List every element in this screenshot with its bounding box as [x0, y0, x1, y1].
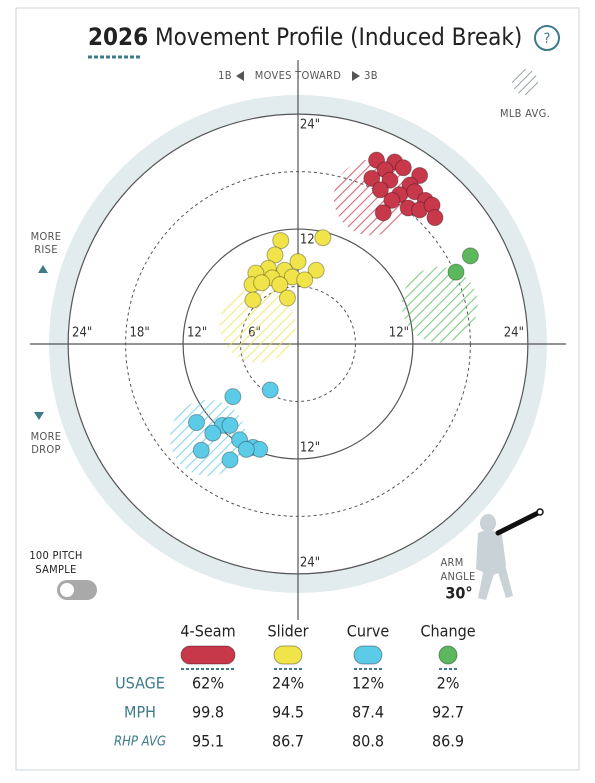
stats-table: 4-Seam Slider Curve Change USAGE 62% 24% 12% 2% M… [114, 622, 476, 751]
pitch-point [237, 440, 255, 458]
toggle-knob[interactable] [60, 583, 74, 597]
pitch-point [261, 381, 279, 399]
pitch-point [374, 204, 392, 222]
cell: 80.8 [352, 732, 384, 751]
cell: 12% [352, 674, 384, 693]
help-button[interactable] [534, 25, 560, 51]
cell: 92.7 [432, 703, 464, 722]
title: 2026 Movement Profile (Induced Break) [88, 23, 522, 51]
mlb-avg-icon [512, 69, 538, 95]
pitch-point [187, 414, 205, 432]
rise-label: RISE [34, 243, 58, 256]
direction-left: 1B [218, 69, 232, 82]
cell: 87.4 [352, 703, 384, 722]
x-tick-label: 18" [129, 326, 149, 341]
title-text: Movement Profile (Induced Break) [155, 23, 522, 51]
pitch-point [296, 271, 314, 289]
x-tick-label: 24" [72, 326, 92, 341]
sample-label: SAMPLE [35, 563, 76, 576]
legend-swatch [273, 645, 303, 665]
pitch-point [266, 246, 284, 264]
legend-swatch [353, 645, 383, 665]
cell: 86.9 [432, 732, 464, 751]
rise-arrow [38, 265, 48, 273]
mlb-avg-label: MLB AVG. [500, 107, 550, 120]
pitch-point [192, 441, 210, 459]
legend-label: Curve [347, 622, 390, 641]
pitch-point [271, 276, 289, 294]
sample-label: 100 PITCH [29, 549, 82, 562]
pitch-point [272, 232, 290, 250]
cell: 2% [437, 674, 460, 693]
title-year: 2026 [88, 23, 148, 51]
ball [536, 508, 544, 516]
x-tick-label: 24" [504, 326, 524, 341]
cell: 62% [192, 674, 224, 693]
pitch-point [426, 209, 444, 227]
pitch-point [461, 247, 479, 265]
legend-swatch [180, 645, 236, 665]
arm-angle: 30° [445, 584, 472, 603]
pitch-point [204, 424, 222, 442]
plot: 24"18"12"6"12"24"24"12"12"24" [30, 60, 566, 620]
pitch-point [224, 388, 242, 406]
pitcher-figure [476, 514, 513, 600]
pitch-point [221, 451, 239, 469]
pitch-point [363, 169, 381, 187]
arrow-right [352, 71, 360, 81]
pitch-point [244, 291, 262, 309]
pitch-point [307, 261, 325, 279]
drop-arrow [34, 412, 44, 420]
pitch-point [406, 183, 424, 201]
mlb-avg-area [401, 266, 478, 343]
x-tick-label: 12" [389, 326, 409, 341]
legend-label: 4-Seam [180, 622, 235, 641]
pitch-point [394, 159, 412, 177]
row-label: USAGE [115, 674, 165, 693]
cell: 86.7 [272, 732, 304, 751]
pitch-point [371, 181, 389, 199]
pitch-point [278, 289, 296, 307]
pitch-point [221, 416, 239, 434]
arm-label: ANGLE [440, 570, 475, 583]
arm-label: ARM [440, 556, 463, 569]
drop-label: DROP [31, 443, 60, 456]
legend-label: Change [420, 622, 475, 641]
mlb-avg-area [219, 286, 296, 363]
pitch-point [314, 229, 332, 247]
pitch-point [383, 191, 401, 209]
row-label: RHP AVG [114, 735, 166, 750]
legend-label: Slider [267, 622, 308, 641]
x-tick-label: 12" [187, 326, 207, 341]
cell: 94.5 [272, 703, 304, 722]
help-icon[interactable]: ? [544, 31, 551, 47]
cell: 24% [272, 674, 304, 693]
cell: 95.1 [192, 732, 224, 751]
pitch-point [447, 263, 465, 281]
pitch-point [253, 274, 271, 292]
y-tick-label: 24" [300, 118, 320, 133]
row-label: MPH [124, 703, 156, 722]
legend-swatch [438, 645, 458, 665]
arrow-left [236, 71, 244, 81]
y-tick-label: 24" [300, 555, 320, 570]
pitch-point [289, 253, 307, 271]
cell: 99.8 [192, 703, 224, 722]
direction-right: 3B [364, 69, 378, 82]
y-tick-label: 12" [300, 440, 320, 455]
drop-label: MORE [31, 430, 62, 443]
rise-label: MORE [31, 230, 62, 243]
arm-line [495, 510, 541, 536]
